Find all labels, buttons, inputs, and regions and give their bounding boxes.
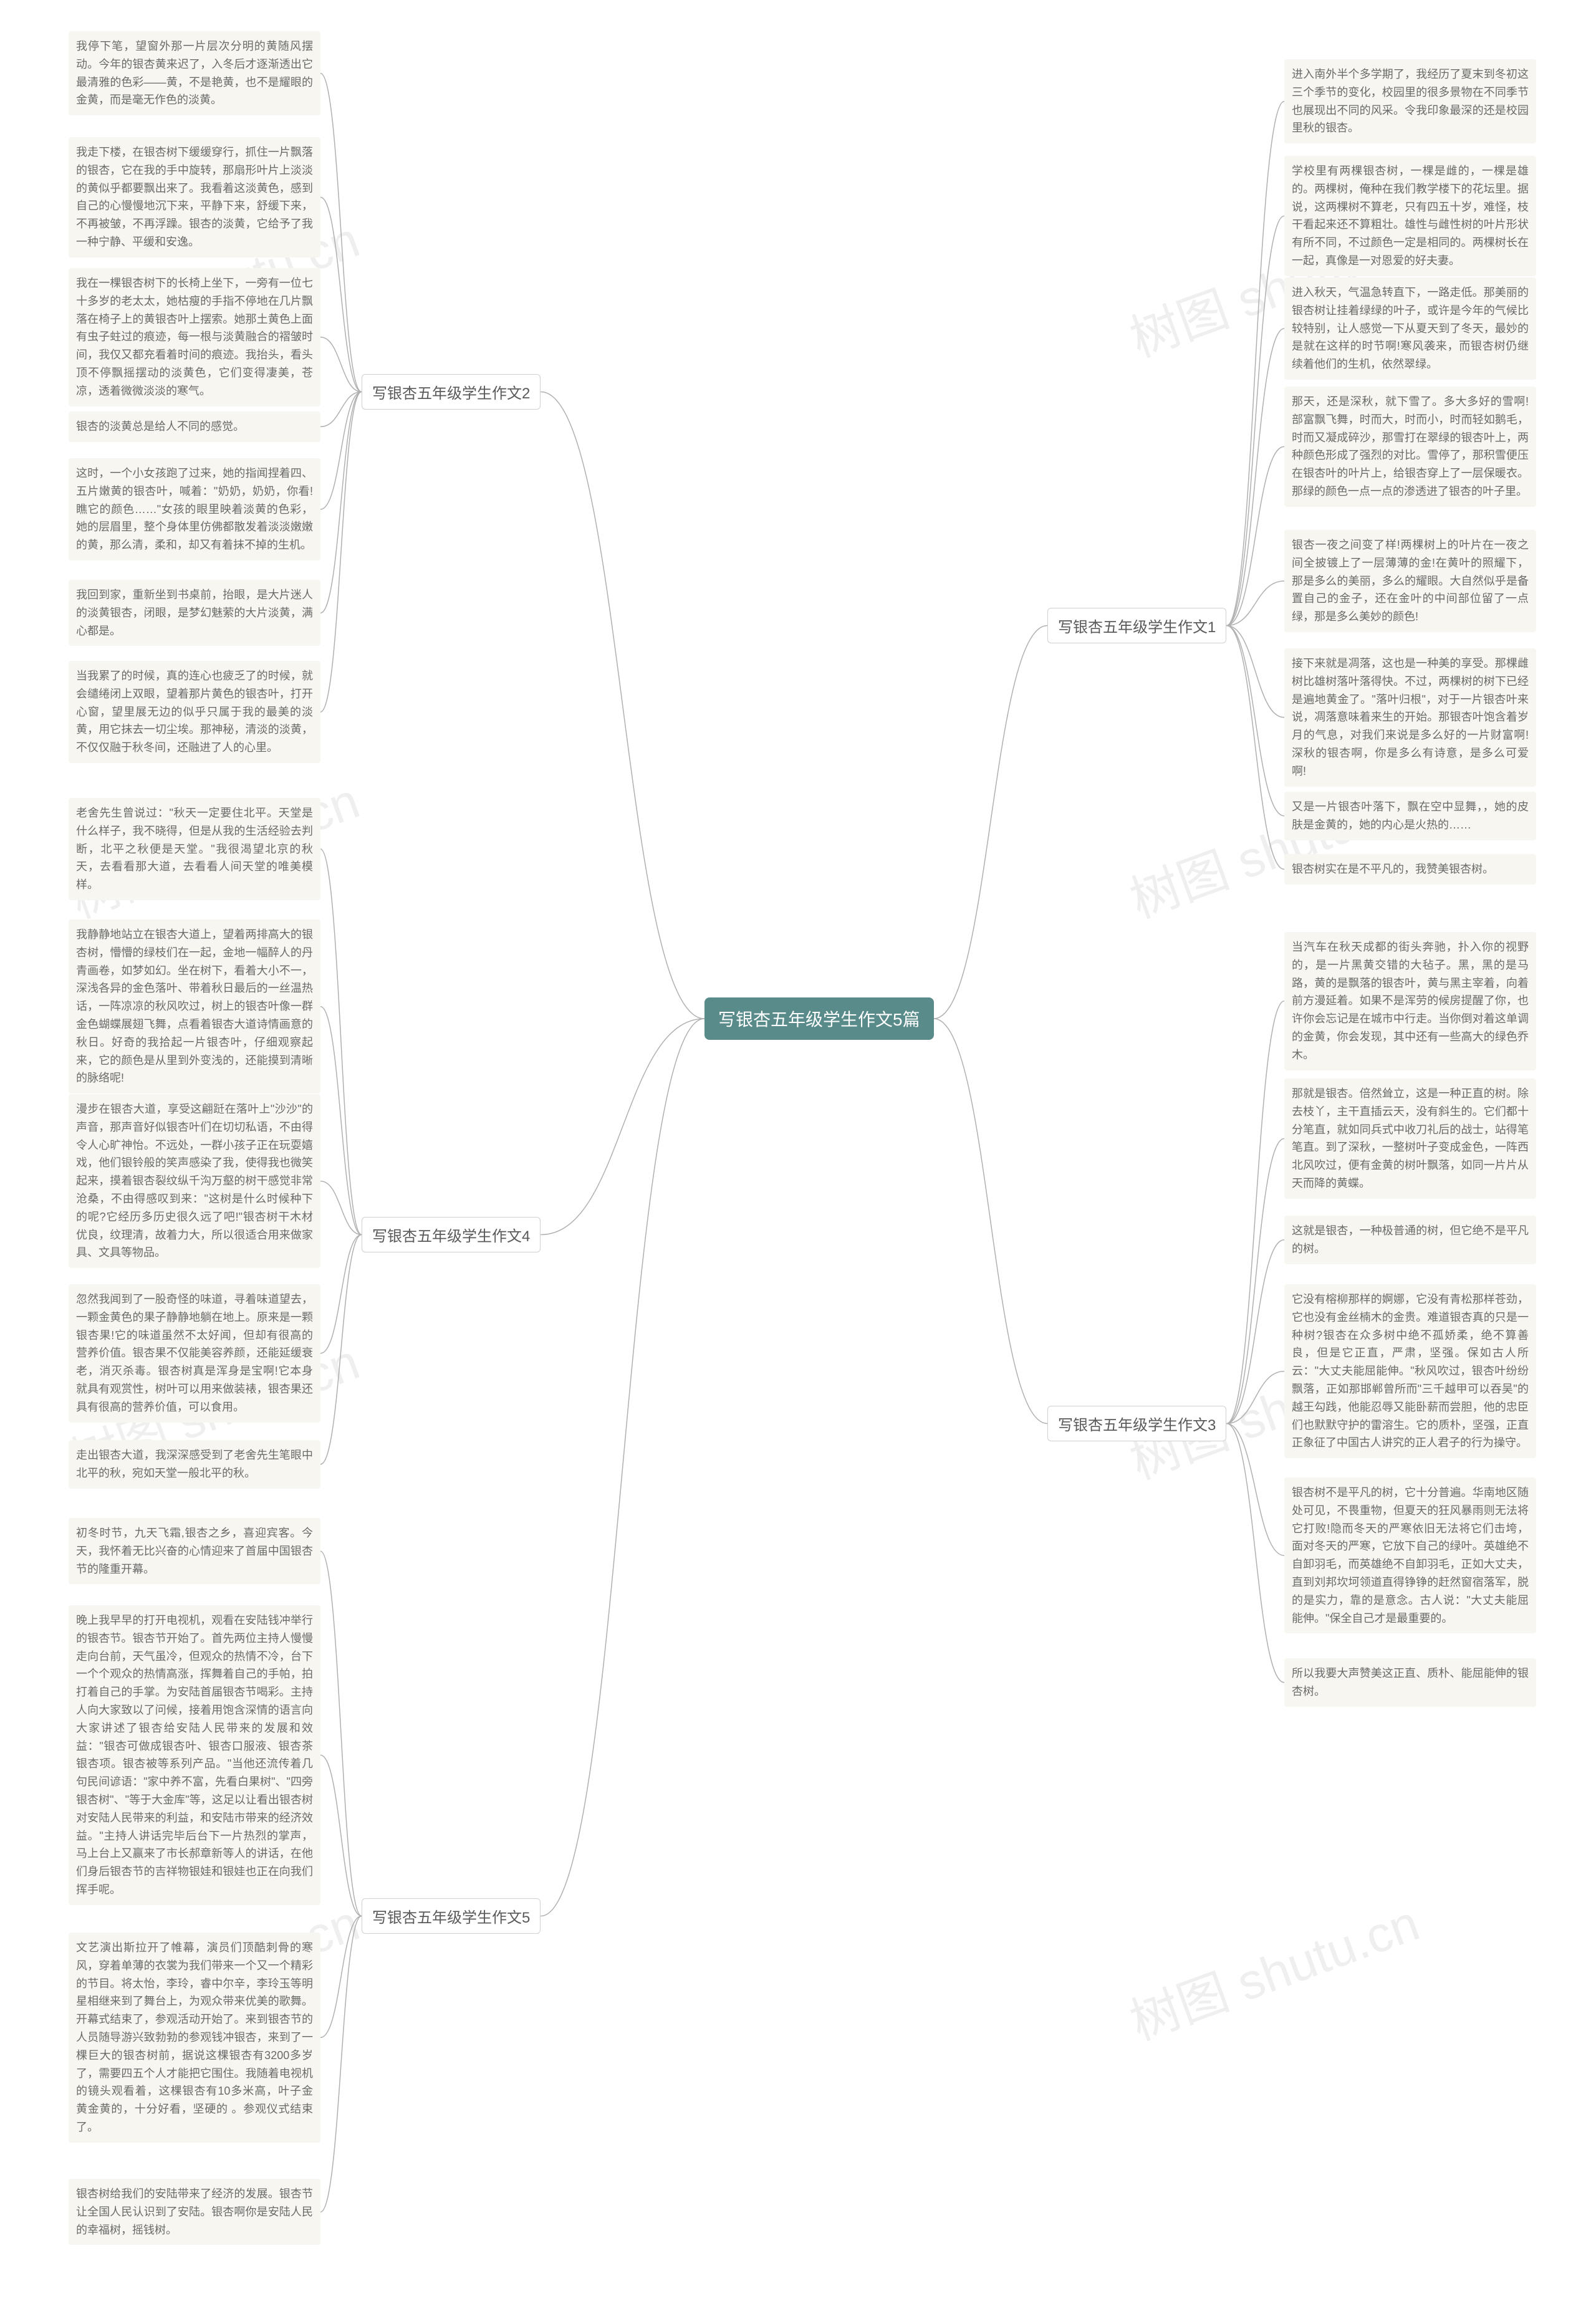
leaf-node: 晚上我早早的打开电视机，观看在安陆钱冲举行的银杏节。银杏节开始了。首先两位主持人… (69, 1605, 320, 1905)
mindmap-canvas: 写银杏五年级学生作文5篇 写银杏五年级学生作文1 写银杏五年级学生作文2 写银杏… (0, 0, 1596, 2301)
leaf-node: 银杏树给我们的安陆带来了经济的发展。银杏节让全国人民认识到了安陆。银杏啊你是安陆… (69, 2179, 320, 2245)
branch-label: 写银杏五年级学生作文3 (1058, 1417, 1216, 1434)
leaf-node: 当我累了的时候，真的连心也疲乏了的时候，就会缱绻闭上双眼，望着那片黄色的银杏叶，… (69, 661, 320, 763)
leaf-node: 初冬时节，九天飞霜,银杏之乡，喜迎宾客。今天，我怀着无比兴奋的心情迎来了首届中国… (69, 1518, 320, 1584)
leaf-node: 学校里有两棵银杏树，一棵是雌的，一棵是雄的。两棵树，俺种在我们教学楼下的花坛里。… (1284, 156, 1536, 276)
leaf-node: 忽然我闻到了一股奇怪的味道，寻着味道望去，一颗金黄色的果子静静地躺在地上。原来是… (69, 1284, 320, 1423)
branch-node-3: 写银杏五年级学生作文3 (1047, 1406, 1226, 1441)
leaf-node: 所以我要大声赞美这正直、质朴、能屈能伸的银杏树。 (1284, 1658, 1536, 1707)
leaf-node: 进入秋天，气温急转直下，一路走低。那美丽的银杏树让挂着绿绿的叶子，或许是今年的气… (1284, 277, 1536, 380)
branch-label: 写银杏五年级学生作文2 (372, 385, 530, 402)
leaf-node: 银杏一夜之间变了样!两棵树上的叶片在一夜之间全披镀上了一层薄薄的金!在黄叶的照耀… (1284, 530, 1536, 632)
branch-node-2: 写银杏五年级学生作文2 (362, 374, 541, 410)
leaf-node: 银杏树实在是不平凡的，我赞美银杏树。 (1284, 854, 1536, 885)
branch-label: 写银杏五年级学生作文1 (1058, 619, 1216, 636)
leaf-node: 进入南外半个多学期了，我经历了夏末到冬初这三个季节的变化，校园里的很多景物在不同… (1284, 59, 1536, 143)
leaf-node: 银杏的淡黄总是给人不同的感觉。 (69, 411, 320, 442)
leaf-node: 我停下笔，望窗外那一片层次分明的黄随风摆动。今年的银杏黄来迟了，入冬后才逐渐透出… (69, 31, 320, 115)
leaf-node: 那天，还是深秋，就下雪了。多大多好的雪啊!部富飘飞舞，时而大，时而小，时而轻如鹅… (1284, 387, 1536, 507)
branch-node-4: 写银杏五年级学生作文4 (362, 1217, 541, 1252)
center-node: 写银杏五年级学生作文5篇 (704, 997, 934, 1040)
center-label: 写银杏五年级学生作文5篇 (718, 1010, 920, 1029)
leaf-node: 我静静地站立在银杏大道上，望着两排高大的银杏树，懵懵的绿枝们在一起，金地一幅醉人… (69, 920, 320, 1093)
leaf-node: 文艺演出斯拉开了帷幕，演员们顶酷刺骨的寒风，穿着单薄的衣裳为我们带来一个又一个精… (69, 1933, 320, 2143)
leaf-node: 我在一棵银杏树下的长椅上坐下，一旁有一位七十多岁的老太太，她枯瘦的手指不停地在几… (69, 268, 320, 406)
leaf-node: 那就是银杏。倍然耸立，这是一种正直的树。除去枝丫，主干直插云天，没有斜生的。它们… (1284, 1078, 1536, 1199)
leaf-node: 这就是银杏，一种极普通的树，但它绝不是平凡的树。 (1284, 1216, 1536, 1264)
branch-label: 写银杏五年级学生作文4 (372, 1228, 530, 1245)
leaf-node: 又是一片银杏叶落下，飘在空中显舞，，她的皮肤是金黄的，她的内心是火热的…… (1284, 792, 1536, 840)
leaf-node: 银杏树不是平凡的树，它十分普遍。华南地区随处可见，不畏重物，但夏天的狂风暴雨则无… (1284, 1477, 1536, 1633)
leaf-node: 我走下楼，在银杏树下缓缓穿行，抓住一片飘落的银杏，它在我的手中旋转，那扇形叶片上… (69, 137, 320, 257)
branch-label: 写银杏五年级学生作文5 (372, 1909, 530, 1926)
branch-node-5: 写银杏五年级学生作文5 (362, 1898, 541, 1934)
leaf-node: 接下来就是凋落，这也是一种美的享受。那棵雌树比雄树落叶落得快。不过，两棵树的树下… (1284, 648, 1536, 787)
leaf-node: 走出银杏大道，我深深感受到了老舍先生笔眼中北平的秋，宛如天堂一般北平的秋。 (69, 1440, 320, 1489)
leaf-node: 老舍先生曾说过："秋天一定要住北平。天堂是什么样子，我不晓得，但是从我的生活经验… (69, 798, 320, 900)
leaf-node: 我回到家，重新坐到书桌前，抬眼，是大片迷人的淡黄银杏，闭眼，是梦幻魅萦的大片淡黄… (69, 580, 320, 646)
leaf-node: 当汽车在秋天成都的街头奔驰，扑入你的视野的，是一片黑黄交错的大毡子。黑，黑的是马… (1284, 932, 1536, 1070)
leaf-node: 漫步在银杏大道，享受这翩跹在落叶上"沙沙"的声音，那声音好似银杏叶们在切切私语，… (69, 1094, 320, 1268)
leaf-node: 这时，一个小女孩跑了过来，她的指闻捏着四、五片嫩黄的银杏叶，喊着："奶奶，奶奶，… (69, 458, 320, 560)
branch-node-1: 写银杏五年级学生作文1 (1047, 608, 1226, 643)
leaf-node: 它没有榕柳那样的婀娜，它没有青松那样苍劲，它也没有金丝楠木的金贵。难道银杏真的只… (1284, 1284, 1536, 1458)
